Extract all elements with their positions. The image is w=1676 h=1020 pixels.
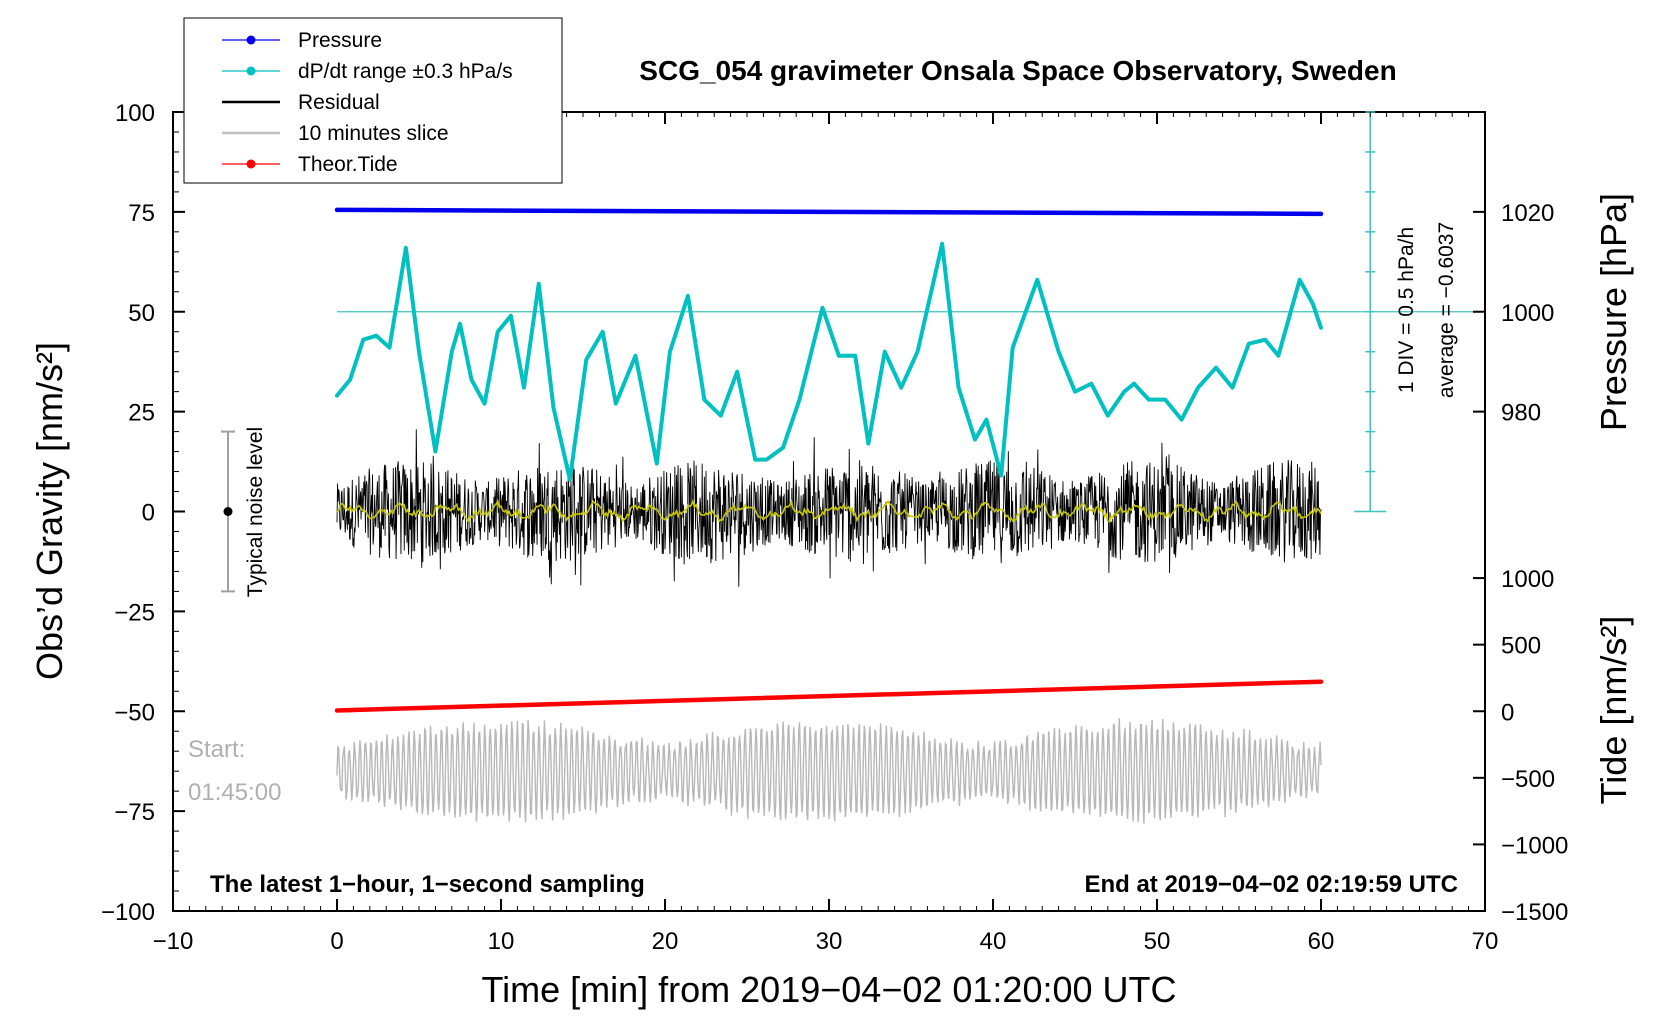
y-tick-label: −75 <box>114 799 155 826</box>
legend-label: Pressure <box>298 29 382 52</box>
x-tick-label: 60 <box>1308 928 1335 955</box>
y-tick-label: −50 <box>114 699 155 726</box>
tide-tick-label: 1000 <box>1501 566 1554 593</box>
dpdt-average-label: average = −0.6037 <box>1435 222 1458 398</box>
y-tick-label: 50 <box>128 300 155 327</box>
noise-level-label: Typical noise level <box>244 427 267 597</box>
pressure-tick-label: 980 <box>1501 400 1541 427</box>
series-10min-slice <box>336 718 1322 824</box>
x-tick-label: 50 <box>1144 928 1171 955</box>
tide-tick-label: 500 <box>1501 633 1541 660</box>
legend-label: Residual <box>298 91 380 114</box>
series-dp-dt <box>335 241 1323 482</box>
legend-marker <box>246 159 256 169</box>
noise-level-marker <box>223 507 233 516</box>
y-tick-label: 100 <box>115 100 155 127</box>
x-tick-label: 0 <box>330 928 343 955</box>
tide-axis-title: Tide [nm/s²] <box>1593 616 1634 805</box>
x-tick-label: 40 <box>980 928 1007 955</box>
legend-marker <box>246 35 256 45</box>
tide-tick-label: −1000 <box>1501 832 1568 859</box>
series-residual <box>336 429 1322 587</box>
y-tick-label: 25 <box>128 400 155 427</box>
slice-start-time: 01:45:00 <box>188 779 281 806</box>
series-residual-smoothed <box>336 498 1322 524</box>
dpdt-scale-label: 1 DIV = 0.5 hPa/h <box>1395 227 1418 393</box>
pressure-tick-label: 1000 <box>1501 300 1554 327</box>
slice-start-label: Start: <box>188 736 245 763</box>
y-tick-label: −25 <box>114 599 155 626</box>
x-axis-title: Time [min] from 2019−04−02 01:20:00 UTC <box>481 969 1176 1010</box>
series-pressure <box>334 207 1324 217</box>
legend: Pressure dP/dt range ±0.3 hPa/s Residual 10… <box>183 17 563 184</box>
chart-title: SCG_054 gravimeter Onsala Space Observat… <box>639 55 1396 86</box>
annotation-layer <box>221 430 235 593</box>
legend-label: 10 minutes slice <box>298 122 449 145</box>
y-axis-title: Obs’d Gravity [nm/s²] <box>29 342 70 680</box>
series-theor-tide <box>334 679 1324 713</box>
y-tick-label: 75 <box>128 200 155 227</box>
legend-label: Theor.Tide <box>298 153 398 176</box>
x-tick-label: −10 <box>153 928 194 955</box>
pressure-tick-label: 1020 <box>1501 200 1554 227</box>
series-layer <box>334 207 1324 824</box>
bottom-left-label: The latest 1−hour, 1−second sampling <box>210 871 645 898</box>
y-tick-label: −100 <box>101 899 155 926</box>
tide-tick-label: 0 <box>1501 699 1514 726</box>
x-tick-label: 10 <box>488 928 515 955</box>
tide-tick-label: −500 <box>1501 766 1555 793</box>
bottom-right-label: End at 2019−04−02 02:19:59 UTC <box>1084 871 1458 898</box>
pressure-axis-title: Pressure [hPa] <box>1593 193 1634 431</box>
legend-label: dP/dt range ±0.3 hPa/s <box>298 60 513 83</box>
y-tick-label: 0 <box>142 500 155 527</box>
legend-marker <box>246 66 256 76</box>
x-tick-label: 20 <box>652 928 679 955</box>
tide-tick-label: −1500 <box>1501 899 1568 926</box>
x-tick-label: 70 <box>1472 928 1499 955</box>
axes-layer: −10 0 10 20 30 40 50 60 701007550250−25−50−75−10… <box>101 100 1568 955</box>
legend-box <box>183 17 563 184</box>
x-tick-label: 30 <box>816 928 843 955</box>
